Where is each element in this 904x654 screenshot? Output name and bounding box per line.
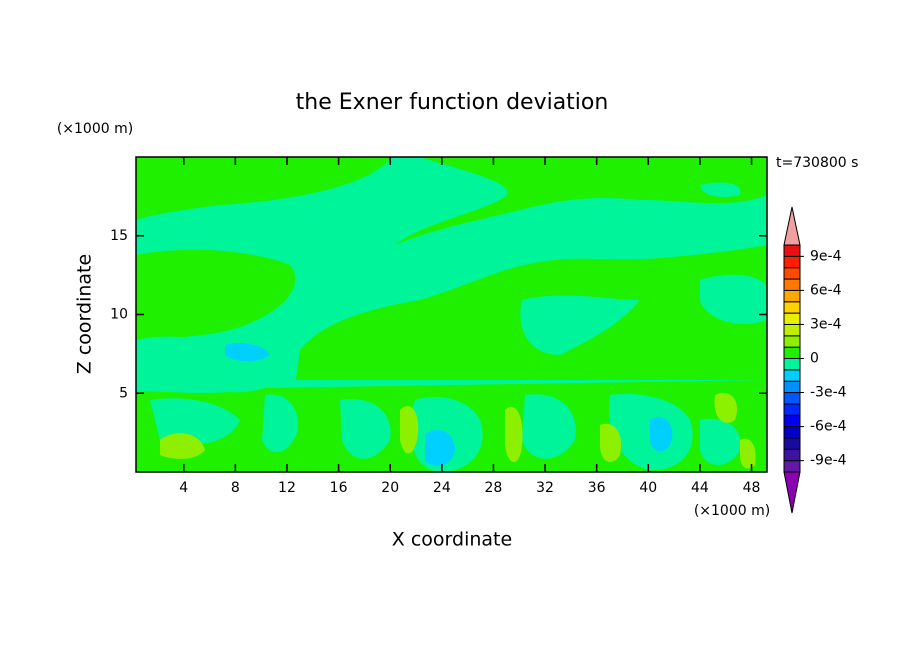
colorbar-label: -9e-4 (810, 453, 847, 469)
colorbar-label: 3e-4 (810, 316, 842, 332)
colorbar-band (783, 289, 801, 303)
y-axis-label: Z coordinate (74, 254, 96, 374)
y-tick-label: 15 (110, 228, 128, 244)
x-tick-label: 4 (179, 480, 188, 496)
colorbar-band (783, 460, 801, 473)
colorbar-band (783, 244, 801, 257)
colorbar-band (783, 335, 801, 348)
x-tick-label: 48 (743, 480, 761, 496)
colorbar-band (783, 426, 801, 439)
x-tick-label: 20 (381, 480, 399, 496)
colorbar-band (783, 323, 801, 337)
x-tick-label: 40 (639, 480, 657, 496)
x-tick-label: 16 (330, 480, 348, 496)
colorbar-under (783, 471, 801, 514)
time-label: t=730800 s (776, 155, 858, 171)
colorbar-label: -3e-4 (810, 385, 847, 401)
colorbar-label: -6e-4 (810, 419, 847, 435)
x-axis-label: X coordinate (392, 529, 512, 551)
colorbar-band (783, 369, 801, 382)
colorbar-band (783, 255, 801, 269)
colorbar-over (783, 206, 801, 246)
colorbar-band (783, 437, 801, 450)
colorbar-band (783, 414, 801, 428)
x-unit: (×1000 m) (694, 503, 770, 519)
colorbar-band (783, 403, 801, 416)
y-tick-label: 5 (119, 385, 128, 401)
x-tick-label: 8 (231, 480, 240, 496)
x-tick-label: 24 (433, 480, 451, 496)
contour-field (136, 157, 767, 472)
colorbar-band (783, 346, 801, 359)
colorbar-band (783, 380, 801, 394)
colorbar-band (783, 358, 801, 371)
x-tick-label: 32 (536, 480, 554, 496)
y-tick-label: 10 (110, 307, 128, 323)
colorbar-label: 6e-4 (810, 282, 842, 298)
x-tick-label: 28 (485, 480, 503, 496)
colorbar-label: 0 (810, 351, 819, 367)
x-tick-label: 12 (278, 480, 296, 496)
colorbar-band (783, 278, 801, 291)
y-unit: (×1000 m) (57, 121, 133, 137)
colorbar-band (783, 448, 801, 462)
colorbar-band (783, 392, 801, 405)
chart-title: the Exner function deviation (296, 90, 609, 115)
x-tick-label: 44 (691, 480, 709, 496)
colorbar-band (783, 301, 801, 314)
colorbar-band (783, 312, 801, 325)
colorbar-band (783, 267, 801, 280)
x-tick-label: 36 (588, 480, 606, 496)
colorbar-label: 9e-4 (810, 248, 842, 264)
